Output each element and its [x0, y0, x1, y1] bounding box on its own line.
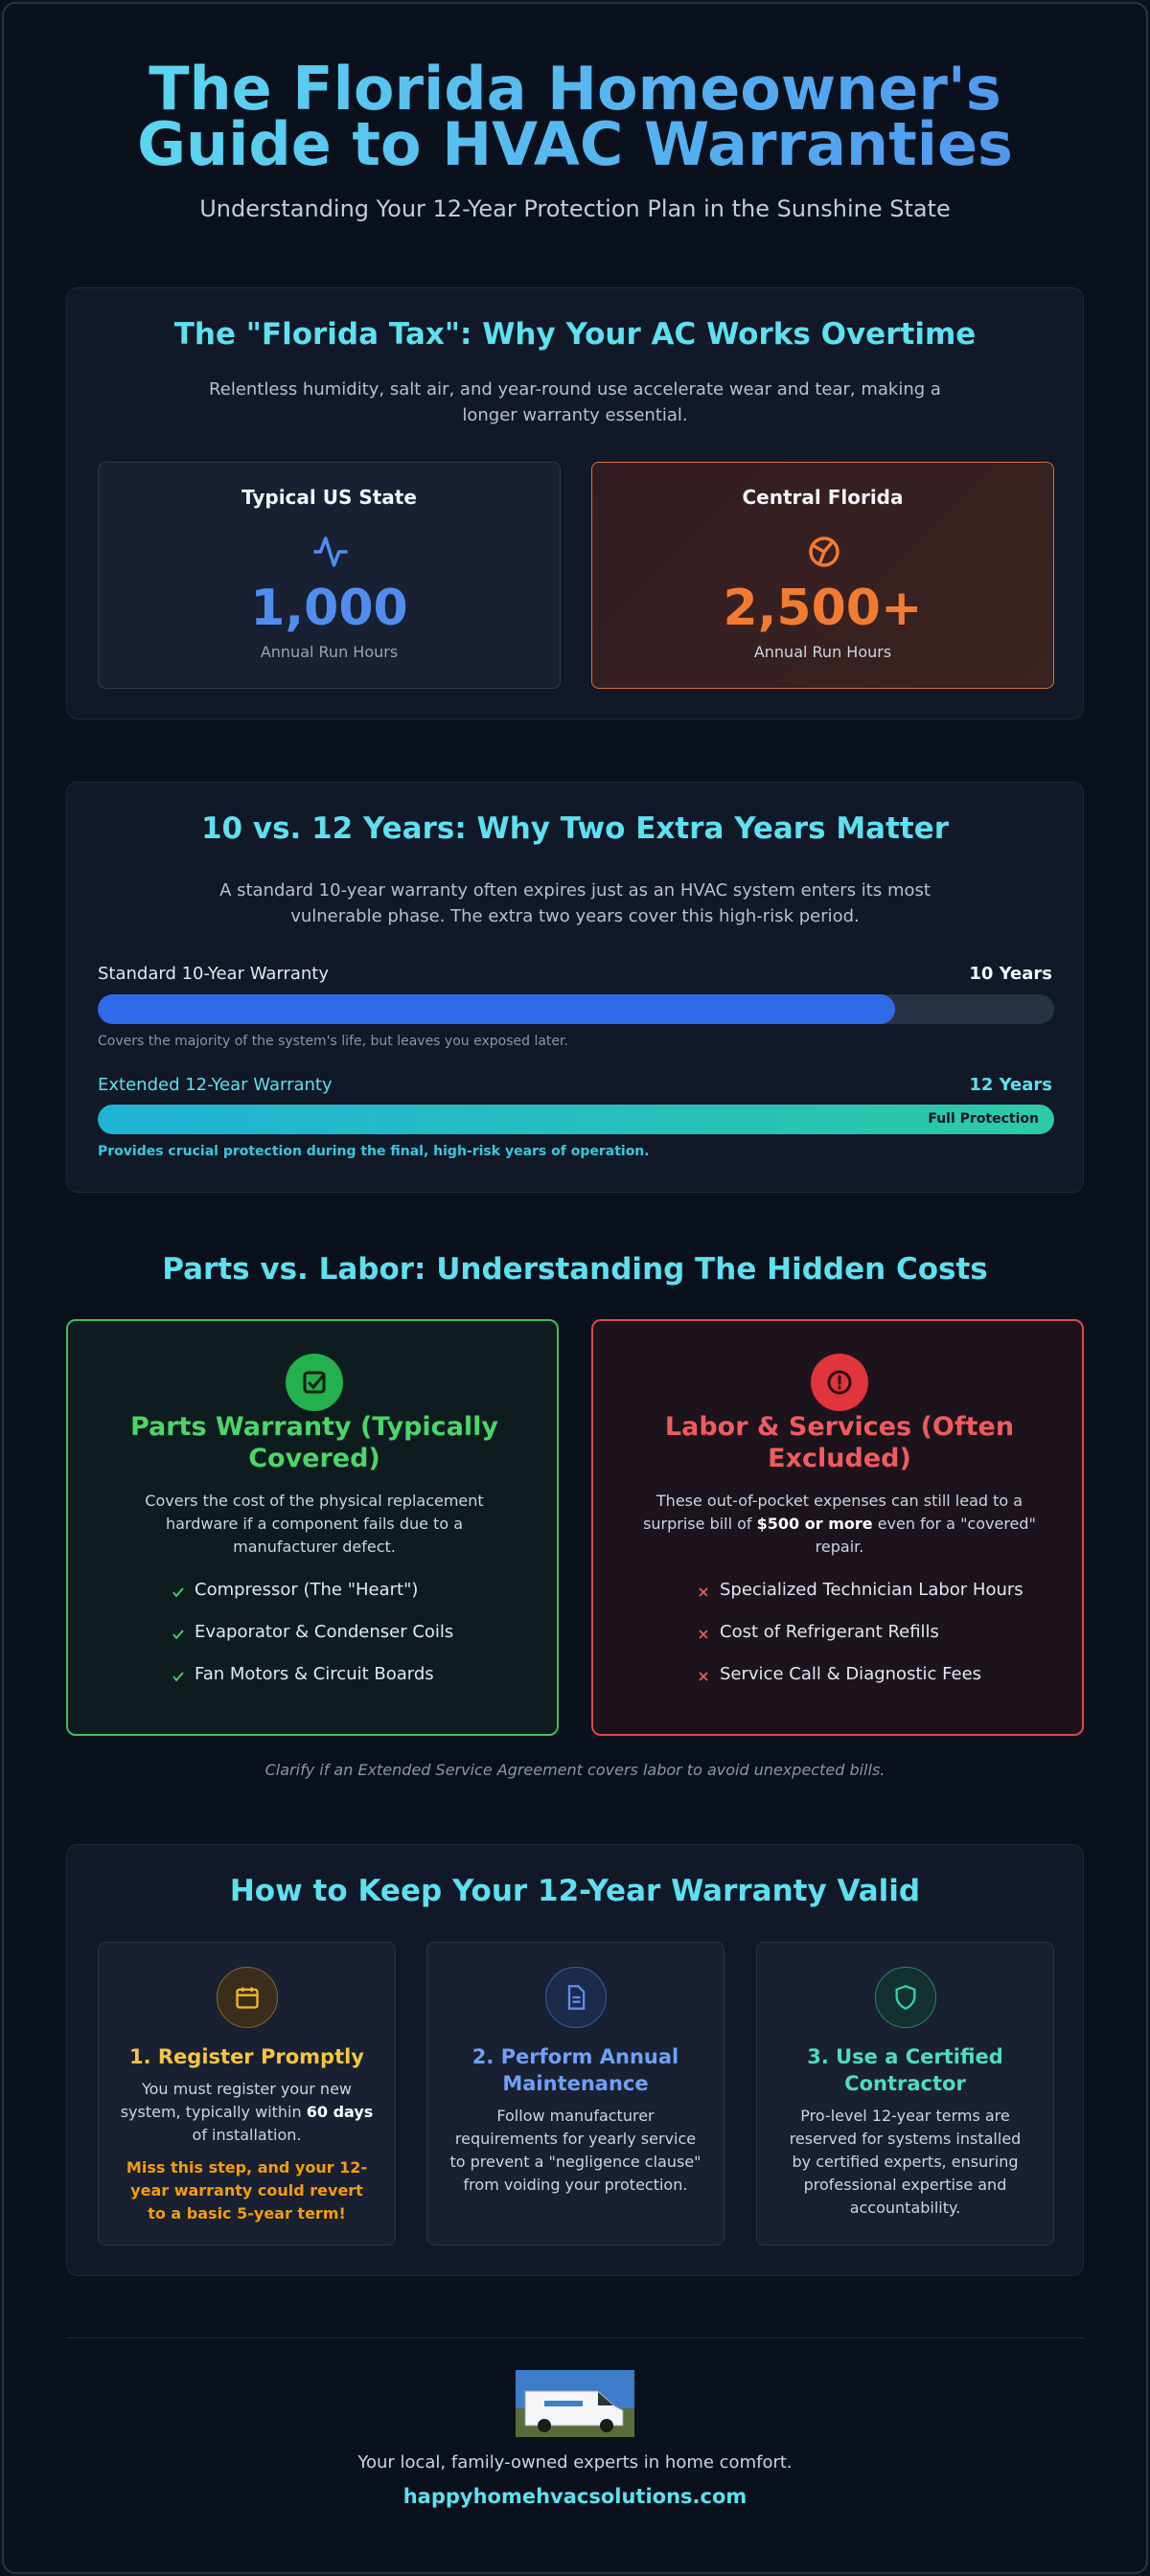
- divider: [66, 2337, 1084, 2338]
- step-title: 3. Use a Certified Contractor: [807, 2045, 1003, 2095]
- steps-section: How to Keep Your 12-Year Warranty Valid …: [66, 1844, 1084, 2276]
- bar-label: Standard 10-Year Warranty: [98, 964, 330, 984]
- check-mark: [172, 1587, 184, 1598]
- list-item: Specialized Technician Labor Hours: [697, 1580, 1024, 1622]
- item-text: Evaporator & Condenser Coils: [195, 1622, 454, 1642]
- stat-value: 1,000: [250, 580, 408, 637]
- bar-note: Covers the majority of the system's life…: [98, 1034, 568, 1049]
- list-item: Service Call & Diagnostic Fees: [697, 1664, 1024, 1706]
- list-item: Evaporator & Condenser Coils: [172, 1622, 453, 1664]
- step-card: 2. Perform Annual Maintenance Follow man…: [426, 1942, 724, 2245]
- check-icon: [286, 1354, 343, 1411]
- bar-label: Extended 12-Year Warranty: [98, 1075, 333, 1095]
- text: even for a "covered" repair.: [815, 1515, 1036, 1556]
- emphasis: $500 or more: [756, 1515, 873, 1533]
- cross-mark: [699, 1587, 708, 1597]
- years-section: 10 vs. 12 Years: Why Two Extra Years Mat…: [66, 782, 1084, 1193]
- bar-value-label: 10 Years: [969, 964, 1052, 984]
- emphasis: 60 days: [306, 2103, 374, 2121]
- pulse-icon: [313, 536, 348, 567]
- website-link[interactable]: happyhomehvacsolutions.com: [402, 2485, 748, 2508]
- parts-list: Compressor (The "Heart") Evaporator & Con…: [172, 1580, 453, 1706]
- list-item: Cost of Refrigerant Refills: [697, 1622, 1024, 1664]
- costs-note: Clarify if an Extended Service Agreement…: [264, 1761, 886, 1779]
- bar-track: Full Protection: [98, 1105, 1054, 1134]
- section-title: How to Keep Your 12-Year Warranty Valid: [229, 1874, 921, 1908]
- list-item: Fan Motors & Circuit Boards: [172, 1664, 453, 1706]
- step-card: 3. Use a Certified Contractor Pro-level …: [756, 1942, 1054, 2245]
- item-text: Service Call & Diagnostic Fees: [720, 1664, 982, 1684]
- item-text: Cost of Refrigerant Refills: [720, 1622, 939, 1642]
- florida-tax-section: The "Florida Tax": Why Your AC Works Ove…: [66, 287, 1084, 719]
- card-description: Covers the cost of the physical replacem…: [145, 1492, 484, 1556]
- tagline: Your local, family-owned experts in home…: [357, 2452, 793, 2473]
- item-text: Specialized Technician Labor Hours: [720, 1580, 1024, 1600]
- parts-card: Parts Warranty (Typically Covered) Cover…: [66, 1319, 559, 1736]
- check-mark: [172, 1630, 184, 1640]
- cross-mark: [699, 1630, 708, 1639]
- step-card: 1. Register Promptly You must register y…: [98, 1942, 396, 2245]
- cross-mark: [699, 1672, 708, 1681]
- bar-value-label: 12 Years: [969, 1075, 1052, 1095]
- stat-label: Typical US State: [242, 486, 417, 509]
- stat-label: Central Florida: [742, 486, 904, 509]
- labor-list: Specialized Technician Labor Hours Cost o…: [697, 1580, 1024, 1706]
- step-title: 1. Register Promptly: [128, 2045, 364, 2068]
- list-item: Compressor (The "Heart"): [172, 1580, 453, 1622]
- step-title: 2. Perform Annual Maintenance: [472, 2045, 679, 2095]
- bar-fill: [98, 994, 895, 1024]
- card-title: Parts Warranty (Typically Covered): [129, 1412, 499, 1473]
- alert-icon: [811, 1354, 868, 1411]
- section-description: A standard 10-year warranty often expire…: [219, 880, 931, 926]
- title: The Florida Homeowner's Guide to HVAC Wa…: [0, 61, 1150, 172]
- subtitle: Understanding Your 12-Year Protection Pl…: [199, 195, 951, 222]
- stat-card: Typical US State 1,000 Annual Run Hours: [98, 462, 561, 689]
- check-mark: [172, 1672, 184, 1682]
- text: of installation.: [192, 2126, 302, 2144]
- stat-card: Central Florida 2,500+ Annual Run Hours: [591, 462, 1054, 689]
- stat-caption: Annual Run Hours: [753, 643, 892, 661]
- labor-card: Labor & Services (Often Excluded) These …: [591, 1319, 1084, 1736]
- sun-icon: [809, 536, 840, 567]
- text: These out-of-pocket expenses can still l…: [643, 1492, 1024, 1533]
- item-text: Compressor (The "Heart"): [195, 1580, 419, 1600]
- text: You must register your new system, typic…: [120, 2080, 352, 2121]
- van-image: [516, 2370, 634, 2437]
- bar-note: Provides crucial protection during the f…: [98, 1144, 650, 1159]
- step-text: You must register your new system, typic…: [120, 2078, 374, 2147]
- bar-fill: Full Protection: [98, 1105, 1054, 1134]
- step-text: Follow manufacturer requirements for yea…: [449, 2107, 702, 2194]
- card-description: These out-of-pocket expenses can still l…: [641, 1490, 1038, 1559]
- item-text: Fan Motors & Circuit Boards: [195, 1664, 434, 1684]
- bar-badge: Full Protection: [928, 1111, 1039, 1127]
- title-line: Guide to HVAC Warranties: [137, 109, 1013, 179]
- shield-icon: [875, 1967, 936, 2028]
- card-title: Labor & Services (Often Excluded): [664, 1412, 1015, 1473]
- stat-caption: Annual Run Hours: [260, 643, 399, 661]
- calendar-icon: [217, 1967, 278, 2028]
- stat-value: 2,500+: [723, 580, 923, 637]
- step-text: Pro-level 12-year terms are reserved for…: [789, 2107, 1022, 2217]
- bar-track: [98, 994, 1054, 1024]
- section-title: The "Florida Tax": Why Your AC Works Ove…: [173, 317, 977, 352]
- step-warning: Miss this step, and your 12-year warrant…: [126, 2158, 368, 2223]
- section-title: Parts vs. Labor: Understanding The Hidde…: [162, 1252, 988, 1287]
- document-icon: [545, 1967, 607, 2028]
- section-description: Relentless humidity, salt air, and year-…: [209, 379, 941, 425]
- section-title: 10 vs. 12 Years: Why Two Extra Years Mat…: [200, 811, 950, 846]
